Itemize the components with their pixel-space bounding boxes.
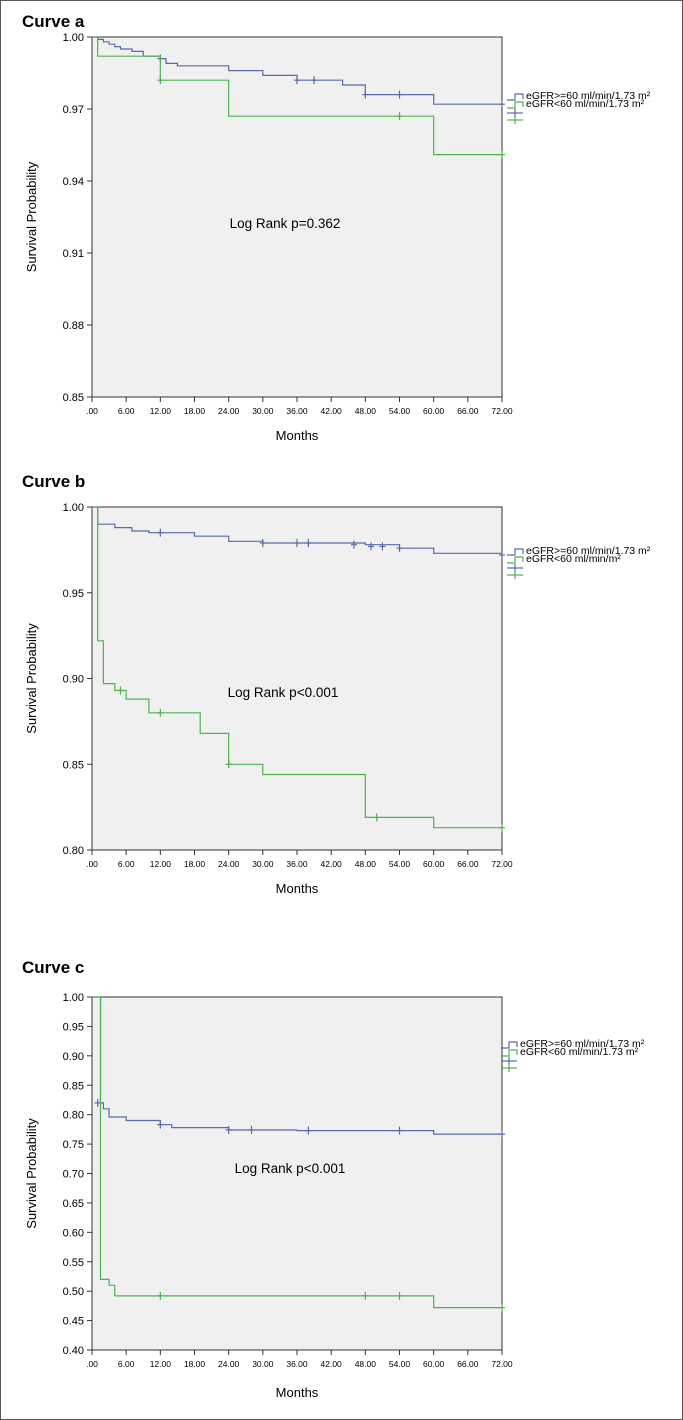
chart-b-plot-area bbox=[91, 506, 503, 851]
chart-c-xtick-label: 30.00 bbox=[252, 1359, 274, 1369]
chart-c-xtick-label: 66.00 bbox=[457, 1359, 479, 1369]
chart-b-ytick-label: 1.00 bbox=[63, 502, 84, 514]
chart-a-legend-line-key bbox=[507, 93, 524, 101]
chart-b-series-1-line bbox=[92, 506, 503, 555]
chart-c-y-axis-label: Survival Probability bbox=[24, 1118, 39, 1229]
chart-a-xtick-label: 18.00 bbox=[184, 406, 206, 416]
chart-b-xtick-label: 66.00 bbox=[457, 859, 479, 869]
chart-a-xtick-label: 54.00 bbox=[389, 406, 411, 416]
chart-b-x-axis-label: Months bbox=[276, 881, 319, 896]
chart-b-xtick-label: 54.00 bbox=[389, 859, 411, 869]
panel-c-title: Curve c bbox=[22, 958, 85, 977]
chart-a-xtick-label: 6.00 bbox=[118, 406, 135, 416]
chart-a-legend-entry: eGFR<60 ml/min/1.73 m² bbox=[526, 98, 645, 110]
chart-c-xtick-label: 54.00 bbox=[389, 1359, 411, 1369]
chart-c-legend-entry: eGFR<60 ml/min/1.73 m² bbox=[520, 1046, 639, 1058]
chart-a-legend-entry: eGFR>=60 ml/min/1.73 m² bbox=[526, 90, 651, 102]
chart-b-legend-line-key bbox=[507, 548, 524, 556]
chart-c-xtick-label: 42.00 bbox=[321, 1359, 343, 1369]
chart-a-log-rank-annotation: Log Rank p=0.362 bbox=[230, 216, 341, 231]
chart-b-xtick-label: 30.00 bbox=[252, 859, 274, 869]
chart-a-series-2-line bbox=[92, 36, 502, 156]
chart-c-ytick-label: 0.60 bbox=[63, 1227, 84, 1239]
chart-b-y-axis-label: Survival Probability bbox=[24, 623, 39, 734]
chart-a-ytick-label: 0.94 bbox=[63, 176, 84, 188]
chart-c-xtick-label: 24.00 bbox=[218, 1359, 240, 1369]
chart-c-ytick-label: 0.85 bbox=[63, 1080, 84, 1092]
chart-c-xtick-label: 72.00 bbox=[491, 1359, 513, 1369]
chart-b-xtick-label: 24.00 bbox=[218, 859, 240, 869]
chart-b-log-rank-annotation: Log Rank p<0.001 bbox=[228, 685, 339, 700]
panel-b-title: Curve b bbox=[22, 472, 86, 491]
chart-c-xtick-label: 12.00 bbox=[150, 1359, 172, 1369]
chart-c-xtick-label: 48.00 bbox=[355, 1359, 377, 1369]
chart-b-xtick-label: 48.00 bbox=[355, 859, 377, 869]
chart-c-legend-entry: eGFR>=60 ml/min/1.73 m² bbox=[520, 1038, 645, 1050]
chart-b-legend-entry: eGFR<60 ml/min/m² bbox=[526, 553, 621, 565]
chart-a-series-1-line bbox=[92, 36, 502, 105]
chart-b-ytick-label: 0.85 bbox=[63, 759, 84, 771]
chart-b-xtick-label: 60.00 bbox=[423, 859, 445, 869]
chart-a-xtick-label: 42.00 bbox=[321, 406, 343, 416]
chart-a-xtick-label: 66.00 bbox=[457, 406, 479, 416]
chart-a-xtick-label: 24.00 bbox=[218, 406, 240, 416]
chart-c-xtick-label: 18.00 bbox=[184, 1359, 206, 1369]
chart-c-legend-line-key bbox=[501, 1049, 518, 1057]
chart-a-ytick-label: 0.88 bbox=[63, 320, 84, 332]
chart-c-ytick-label: 0.75 bbox=[63, 1139, 84, 1151]
chart-a-xtick-label: 30.00 bbox=[252, 406, 274, 416]
chart-b-ytick-label: 0.80 bbox=[63, 845, 84, 857]
chart-b-xtick-label: 18.00 bbox=[184, 859, 206, 869]
chart-c-log-rank-annotation: Log Rank p<0.001 bbox=[235, 1161, 346, 1176]
chart-b-xtick-label: .00 bbox=[86, 859, 98, 869]
chart-c-plot-area bbox=[91, 996, 503, 1351]
chart-b-ytick-label: 0.90 bbox=[63, 674, 84, 686]
chart-a-xtick-label: 72.00 bbox=[491, 406, 513, 416]
chart-a-y-axis-label: Survival Probability bbox=[24, 161, 39, 272]
chart-c-ytick-label: 0.90 bbox=[63, 1051, 84, 1063]
panel-a-title: Curve a bbox=[22, 12, 85, 31]
chart-c-xtick-label: 6.00 bbox=[118, 1359, 135, 1369]
chart-b-xtick-label: 42.00 bbox=[321, 859, 343, 869]
chart-b-ytick-label: 0.95 bbox=[63, 588, 84, 600]
chart-b-xtick-label: 12.00 bbox=[150, 859, 172, 869]
chart-c-ytick-label: 0.65 bbox=[63, 1198, 84, 1210]
chart-a-xtick-label: 60.00 bbox=[423, 406, 445, 416]
chart-c-ytick-label: 0.40 bbox=[63, 1345, 84, 1357]
chart-a-xtick-label: 36.00 bbox=[286, 406, 308, 416]
chart-c-ytick-label: 0.70 bbox=[63, 1169, 84, 1181]
chart-c-xtick-label: .00 bbox=[86, 1359, 98, 1369]
chart-a-ytick-label: 0.85 bbox=[63, 392, 84, 404]
chart-b-legend-line-key bbox=[507, 556, 524, 564]
chart-c-ytick-label: 0.45 bbox=[63, 1316, 84, 1328]
chart-b-xtick-label: 36.00 bbox=[286, 859, 308, 869]
chart-b-legend-entry: eGFR>=60 ml/min/1.73 m² bbox=[526, 545, 651, 557]
chart-c-xtick-label: 60.00 bbox=[423, 1359, 445, 1369]
chart-c-ytick-label: 0.50 bbox=[63, 1286, 84, 1298]
chart-c-ytick-label: 0.95 bbox=[63, 1021, 84, 1033]
chart-c-xtick-label: 36.00 bbox=[286, 1359, 308, 1369]
chart-c-series-2-line bbox=[92, 996, 502, 1309]
chart-c-ytick-label: 0.55 bbox=[63, 1257, 84, 1269]
chart-b-series-2-line bbox=[92, 506, 502, 829]
chart-c-ytick-label: 0.80 bbox=[63, 1110, 84, 1122]
chart-a-legend-line-key bbox=[507, 101, 524, 109]
chart-a-ytick-label: 0.91 bbox=[63, 248, 84, 260]
chart-a-xtick-label: .00 bbox=[86, 406, 98, 416]
chart-b-xtick-label: 6.00 bbox=[118, 859, 135, 869]
chart-c-x-axis-label: Months bbox=[276, 1385, 319, 1400]
chart-a-ytick-label: 1.00 bbox=[63, 32, 84, 44]
chart-c-legend-line-key bbox=[501, 1041, 518, 1049]
chart-a-xtick-label: 48.00 bbox=[355, 406, 377, 416]
chart-b-xtick-label: 72.00 bbox=[491, 859, 513, 869]
chart-a-x-axis-label: Months bbox=[276, 428, 319, 443]
chart-a-xtick-label: 12.00 bbox=[150, 406, 172, 416]
chart-a-ytick-label: 0.97 bbox=[63, 104, 84, 116]
chart-c-ytick-label: 1.00 bbox=[63, 992, 84, 1004]
